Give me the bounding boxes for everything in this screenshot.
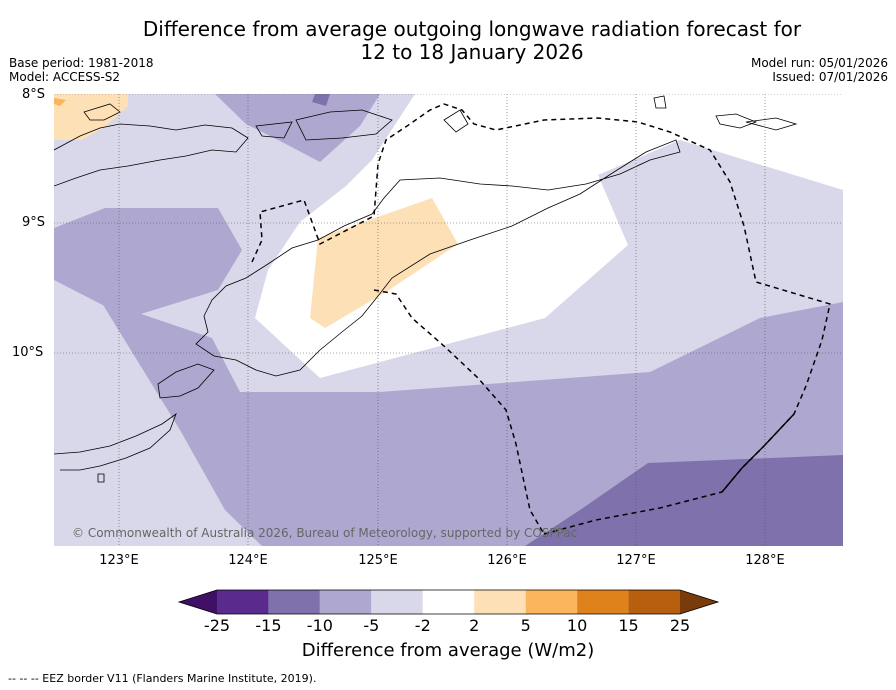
map-fields xyxy=(54,94,843,546)
lat-label-10s: 10°S xyxy=(12,345,44,360)
chart-title: Difference from average outgoing longwav… xyxy=(0,18,896,64)
model-name: Model: ACCESS-S2 xyxy=(9,70,121,84)
lon-label-124e: 124°E xyxy=(228,553,268,568)
colorbar-segment xyxy=(525,590,578,614)
colorbar-segment xyxy=(474,590,526,614)
lon-label-123e: 123°E xyxy=(99,553,139,568)
title-line-2: 12 to 18 January 2026 xyxy=(360,40,584,64)
colorbar-arrow-low xyxy=(179,590,217,614)
lon-label-127e: 127°E xyxy=(616,553,656,568)
coastline-islet-4 xyxy=(97,473,105,483)
lat-label-9s: 9°S xyxy=(22,215,46,230)
coastline-sawu xyxy=(54,412,177,471)
colorbar-segment xyxy=(577,590,629,614)
model-info: Base period: 1981-2018 Model: ACCESS-S2 xyxy=(9,56,154,84)
colorbar-tick-label: 15 xyxy=(618,616,639,635)
colorbar-tick-label: 10 xyxy=(566,616,588,635)
coastline-flores xyxy=(54,123,249,187)
field-dark-purple-north xyxy=(312,94,330,106)
coastline-alor xyxy=(295,109,393,141)
colorbar-arrow-high xyxy=(680,590,718,614)
issued-date: Issued: 07/01/2026 xyxy=(772,70,888,84)
field-orange-northwest xyxy=(54,98,66,106)
colorbar-outline xyxy=(177,589,720,615)
model-run: Model run: 05/01/2026 xyxy=(750,56,888,70)
colorbar-segment xyxy=(371,590,423,614)
run-info: Model run: 05/01/2026 Issued: 07/01/2026 xyxy=(751,56,888,84)
eez-border-south xyxy=(373,289,545,535)
colorbar-segment xyxy=(217,590,269,614)
colorbar-segment xyxy=(268,590,320,614)
colorbar-segment xyxy=(422,590,475,614)
coastline-pantar xyxy=(255,121,293,139)
colorbar-tick-label: -2 xyxy=(414,616,431,635)
coastline-islet-2 xyxy=(653,95,667,109)
colorbar-title: Difference from average (W/m2) xyxy=(301,640,595,661)
base-period: Base period: 1981-2018 xyxy=(9,56,154,70)
coastline-islet-1 xyxy=(83,103,121,121)
copyright-notice: © Commonwealth of Australia 2026, Bureau… xyxy=(72,526,578,540)
lon-label-128e: 128°E xyxy=(745,553,785,568)
field-medium-purple-north xyxy=(215,94,380,162)
colorbar-tick-label: -10 xyxy=(306,616,333,635)
field-white xyxy=(255,94,843,378)
coastline-islet-3 xyxy=(715,113,798,131)
colorbar-tick-label: -15 xyxy=(255,616,282,635)
colorbar xyxy=(177,589,720,615)
gridlines xyxy=(54,94,843,546)
field-light-orange-northwest xyxy=(54,94,128,140)
colorbar-tick-label: 25 xyxy=(669,616,691,635)
colorbar-tick-label: 5 xyxy=(520,616,531,635)
field-medium-purple-west xyxy=(54,208,242,318)
colorbar-segment xyxy=(628,590,680,614)
coastline-rote xyxy=(157,363,215,399)
eez-footnote: -- -- -- EEZ border V11 (Flanders Marine… xyxy=(8,672,317,685)
colorbar-tick-label: -25 xyxy=(203,616,231,635)
lon-label-125e: 125°E xyxy=(358,553,398,568)
lon-label-126e: 126°E xyxy=(487,553,527,568)
colorbar-segment xyxy=(319,590,372,614)
colorbar-tick-label: -5 xyxy=(363,616,380,635)
title-line-1: Difference from average outgoing longwav… xyxy=(142,17,802,41)
eez-border-solid xyxy=(721,413,795,493)
coastline-atauro xyxy=(443,109,469,133)
field-dark-purple-southeast xyxy=(525,455,843,546)
colorbar-tick-label: 2 xyxy=(469,616,480,635)
lat-label-8s: 8°S xyxy=(22,87,46,102)
